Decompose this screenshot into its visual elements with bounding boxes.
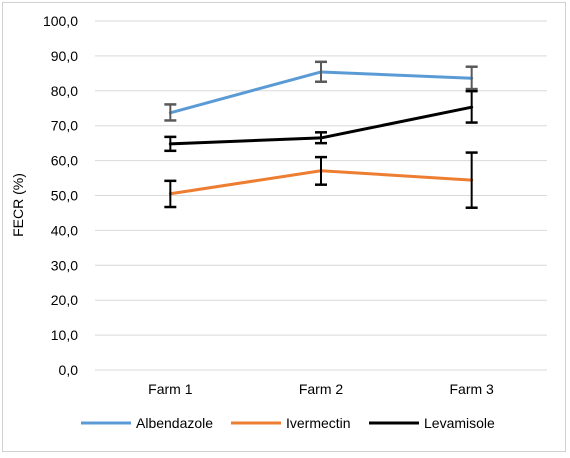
y-tick-label: 30,0: [51, 257, 78, 273]
legend-label: Ivermectin: [286, 415, 351, 431]
error-bar: [465, 151, 478, 209]
error-bars: [164, 60, 478, 209]
error-bar: [164, 179, 177, 209]
y-tick-label: 10,0: [51, 327, 78, 343]
y-tick-labels: 0,0 10,0 20,0 30,0 40,0 50,0 60,0 70,0 80,0 90,0 1…: [43, 13, 78, 378]
error-bar: [315, 131, 327, 145]
y-tick-label: 40,0: [51, 222, 78, 238]
y-tick-label: 70,0: [51, 118, 78, 134]
legend-label: Albendazole: [136, 415, 213, 431]
y-tick-label: 50,0: [51, 188, 78, 204]
error-bar: [315, 60, 327, 83]
x-tick-label: Farm 3: [449, 381, 494, 397]
y-tick-label: 80,0: [51, 83, 78, 99]
y-tick-label: 100,0: [43, 13, 78, 29]
error-bar: [315, 155, 327, 186]
y-tick-label: 20,0: [51, 292, 78, 308]
error-bar: [164, 103, 177, 122]
error-bar: [164, 135, 177, 153]
y-tick-label: 0,0: [59, 362, 79, 378]
y-tick-label: 90,0: [51, 48, 78, 64]
error-bar: [465, 89, 478, 124]
x-tick-label: Farm 1: [148, 381, 193, 397]
x-tick-label: Farm 2: [299, 381, 344, 397]
error-bar: [465, 65, 478, 91]
legend-label: Levamisole: [424, 415, 495, 431]
chart-frame: 0,0 10,0 20,0 30,0 40,0 50,0 60,0 70,0 80,0 90,0 1…: [2, 2, 566, 452]
x-tick-labels: Farm 1 Farm 2 Farm 3: [148, 381, 494, 397]
y-axis-label: FECR (%): [10, 173, 26, 237]
line-chart: 0,0 10,0 20,0 30,0 40,0 50,0 60,0 70,0 80,0 90,0 1…: [10, 13, 547, 431]
legend: Albendazole Ivermectin Levamisole: [81, 415, 495, 431]
y-tick-label: 60,0: [51, 153, 78, 169]
